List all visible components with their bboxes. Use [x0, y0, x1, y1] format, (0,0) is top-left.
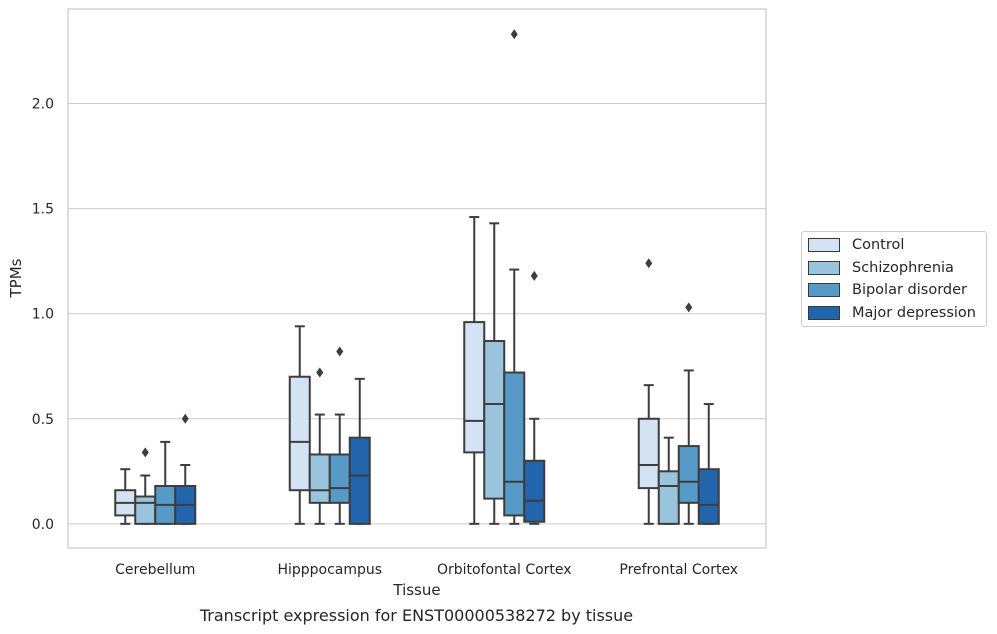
x-axis-title: Tissue — [392, 581, 440, 599]
box-0-3 — [174, 413, 197, 525]
box-iqr — [483, 340, 506, 500]
box-iqr — [637, 417, 660, 490]
box-iqr — [523, 459, 546, 523]
axes-layer: 0.0 0.5 1.0 1.5 2.0 Cerebellum Hipppocampus Orb… — [32, 8, 767, 578]
box-iqr — [328, 453, 351, 504]
legend-label: Schizophrenia — [852, 259, 954, 276]
y-tick-label: 0.0 — [32, 517, 54, 533]
box-2-3 — [523, 270, 546, 525]
legend-item: Major depression — [808, 304, 976, 322]
box-3-2 — [677, 302, 700, 525]
y-axis-title: TPMs — [7, 258, 25, 298]
box-iqr — [308, 453, 331, 504]
box-0-1 — [134, 447, 157, 525]
legend: Control Schizophrenia Bipolar disorder Majo… — [801, 231, 987, 327]
box-1-1 — [308, 367, 331, 525]
legend-item: Control — [808, 236, 904, 254]
box-0-2 — [154, 440, 177, 525]
box-iqr — [677, 445, 700, 504]
box-1-2 — [328, 346, 351, 525]
legend-item: Bipolar disorder — [808, 281, 967, 299]
y-tick-label: 2.0 — [32, 97, 54, 113]
x-tick-label: Orbitofontal Cortex — [437, 562, 572, 578]
box-iqr — [134, 495, 157, 525]
outlier-marker — [141, 447, 149, 458]
outlier-marker — [645, 258, 653, 269]
grid-layer — [68, 103, 766, 525]
legend-swatch — [808, 305, 840, 320]
x-tick-label: Cerebellum — [115, 562, 195, 578]
chart-caption: Transcript expression for ENST0000053827… — [199, 606, 634, 625]
box-3-0 — [637, 258, 660, 525]
legend-label: Control — [852, 237, 905, 253]
box-2-1 — [483, 222, 506, 525]
x-tick-label: Hipppocampus — [277, 562, 382, 578]
box-iqr — [503, 371, 526, 517]
legend-label: Major depression — [852, 304, 976, 321]
x-tick-label: Prefrontal Cortex — [619, 562, 738, 578]
box-3-1 — [657, 436, 680, 525]
y-tick-label: 1.5 — [32, 202, 54, 218]
legend-swatch — [808, 260, 840, 275]
legend-swatch — [808, 283, 840, 297]
box-3-3 — [697, 403, 720, 525]
box-1-3 — [348, 377, 371, 525]
box-iqr — [288, 375, 311, 492]
box-iqr — [697, 468, 720, 525]
outlier-marker — [685, 302, 693, 313]
legend-swatch — [808, 238, 840, 252]
outlier-marker — [510, 29, 518, 40]
plot-frame — [67, 8, 767, 549]
outlier-marker — [336, 346, 344, 357]
box-iqr — [657, 470, 680, 525]
box-0-0 — [114, 468, 137, 525]
outlier-marker — [181, 413, 189, 424]
y-tick-label: 0.5 — [32, 412, 54, 428]
outlier-marker — [316, 367, 324, 378]
box-iqr — [348, 436, 371, 525]
y-tick-label: 1.0 — [32, 307, 54, 323]
boxes-layer — [114, 29, 720, 525]
outlier-marker — [530, 270, 538, 281]
box-iqr — [463, 321, 486, 454]
box-2-0 — [463, 216, 486, 525]
legend-item: Schizophrenia — [808, 259, 954, 277]
box-1-0 — [288, 325, 311, 525]
legend-label: Bipolar disorder — [852, 282, 967, 298]
box-2-2 — [503, 29, 526, 525]
